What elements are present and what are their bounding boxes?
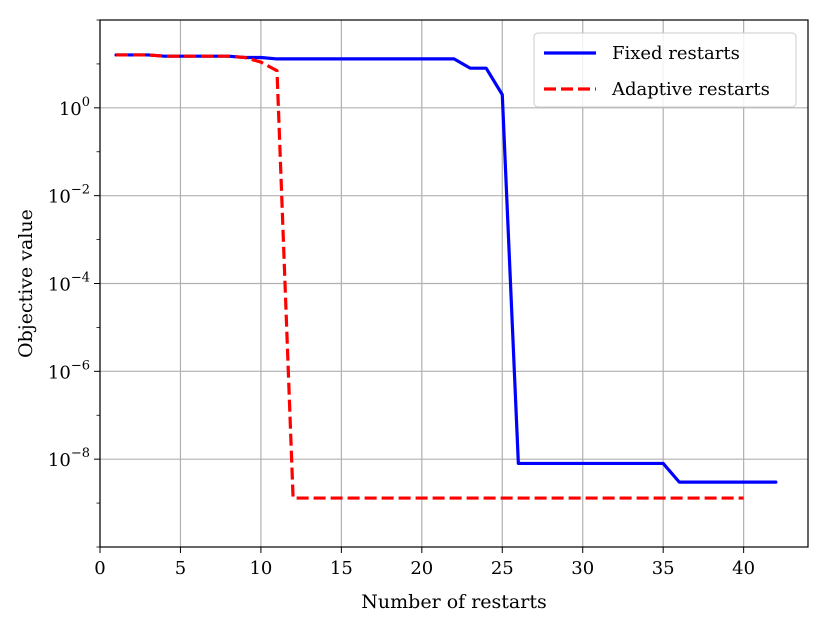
x-tick-label: 35 <box>652 558 675 579</box>
legend-label: Fixed restarts <box>612 43 740 64</box>
x-tick-label: 0 <box>94 558 105 579</box>
y-tick-label: 10−4 <box>48 271 90 296</box>
x-tick-label: 25 <box>491 558 514 579</box>
grid-lines <box>99 20 808 547</box>
series-layer <box>114 53 778 500</box>
x-tick-label: 10 <box>249 558 272 579</box>
legend-box <box>533 32 797 108</box>
x-axis-title: Number of restarts <box>361 591 546 613</box>
y-axis-title: Objective value <box>15 209 37 358</box>
legend-label: Adaptive restarts <box>611 79 770 100</box>
axis-ticks: 0 5 10 15 20 25 30 35 40 100 10−2 10−4 10−6 10−8 <box>48 19 755 579</box>
y-tick-label: 10−2 <box>48 183 90 208</box>
x-tick-label: 30 <box>571 558 594 579</box>
x-tick-label: 40 <box>732 558 755 579</box>
y-tick-label: 10−8 <box>48 446 90 471</box>
y-tick-label: 100 <box>59 95 90 120</box>
x-tick-label: 5 <box>175 558 186 579</box>
series-line-adaptive-restarts <box>116 53 744 500</box>
x-tick-label: 20 <box>410 558 433 579</box>
x-tick-label: 15 <box>330 558 353 579</box>
legend: Fixed restarts Adaptive restarts <box>533 32 797 108</box>
y-tick-label: 10−6 <box>48 358 90 383</box>
